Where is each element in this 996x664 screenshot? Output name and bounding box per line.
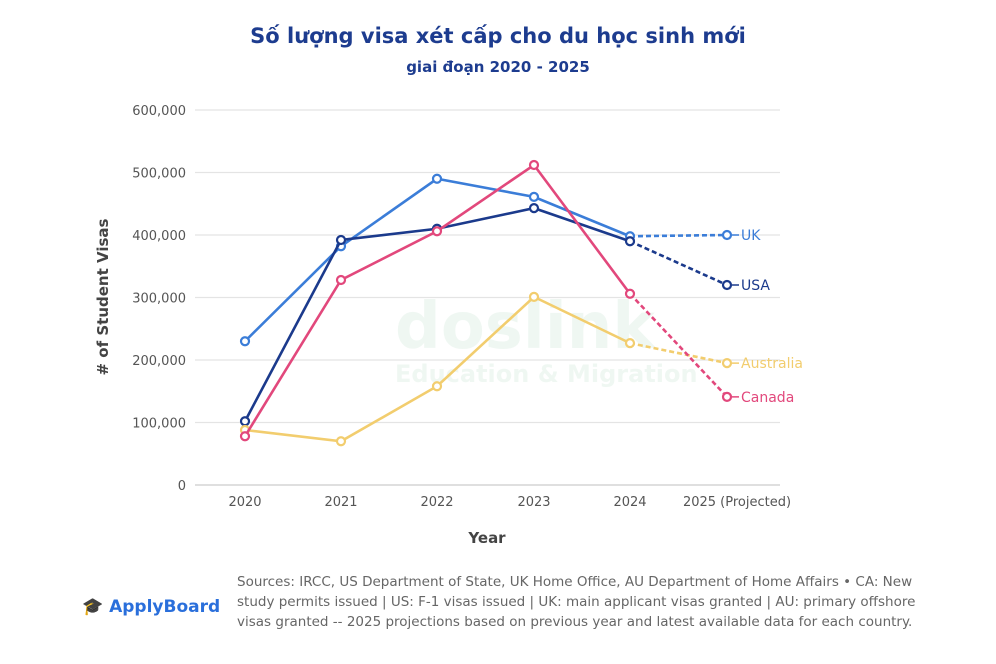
y-tick-label: 0	[178, 479, 186, 494]
data-point-usa	[239, 416, 251, 427]
sources-note: Sources: IRCC, US Department of State, U…	[237, 574, 916, 630]
data-point-canada	[431, 226, 443, 237]
chart-subtitle: giai đoạn 2020 - 2025	[406, 58, 590, 76]
data-point-australia	[624, 338, 636, 349]
series-label-uk: UK	[741, 228, 761, 244]
data-point-australia	[528, 291, 540, 302]
logo-text: ApplyBoard	[109, 597, 221, 617]
data-point-australia	[431, 381, 443, 392]
x-axis-label: Year	[467, 529, 506, 547]
series-line-australia	[244, 295, 631, 443]
projected-line-canada	[629, 292, 728, 398]
data-point-uk	[239, 336, 251, 347]
y-tick-label: 400,000	[132, 229, 186, 244]
data-point-usa	[335, 234, 347, 246]
projected-line-uk	[629, 233, 728, 238]
y-tick-label: 500,000	[132, 167, 186, 182]
watermark-logo: doslink	[395, 290, 655, 364]
data-point-canada	[335, 274, 347, 286]
x-tick-label: 2023	[517, 495, 550, 510]
projected-line-australia	[629, 341, 728, 365]
data-point-canada	[528, 159, 540, 171]
data-point-canada	[624, 288, 636, 299]
x-tick-label: 2022	[420, 495, 453, 510]
data-point-usa	[721, 279, 733, 291]
series-label-canada: Canada	[741, 390, 794, 406]
x-tick-label: 2025 (Projected)	[683, 495, 791, 510]
y-tick-label: 100,000	[132, 417, 186, 432]
applyboard-logo: 🎓 ApplyBoard	[82, 597, 220, 617]
data-point-usa	[528, 203, 540, 214]
series-label-usa: USA	[741, 278, 770, 294]
data-point-australia	[335, 436, 347, 447]
y-tick-label: 600,000	[132, 104, 186, 119]
data-point-uk	[431, 173, 443, 184]
data-point-uk	[721, 229, 733, 241]
y-axis-label: # of Student Visas	[94, 218, 112, 375]
x-tick-label: 2020	[228, 495, 261, 510]
watermark-tagline: Education & Migration	[395, 360, 698, 388]
x-tick-label: 2021	[324, 495, 357, 510]
data-point-uk	[528, 191, 540, 202]
data-point-usa	[624, 236, 636, 247]
series-line-canada	[243, 163, 632, 437]
series-label-australia: Australia	[741, 356, 803, 372]
chart-title: Số lượng visa xét cấp cho du học sinh mớ…	[250, 24, 746, 48]
projected-line-usa	[629, 240, 728, 287]
y-tick-label: 200,000	[132, 354, 186, 369]
data-point-canada	[239, 431, 251, 442]
data-point-canada	[721, 391, 733, 402]
graduation-cap-icon: 🎓	[82, 597, 104, 617]
data-point-australia	[721, 358, 733, 369]
x-tick-label: 2024	[613, 495, 646, 510]
series-line-uk	[244, 177, 631, 343]
y-tick-label: 300,000	[132, 292, 186, 307]
